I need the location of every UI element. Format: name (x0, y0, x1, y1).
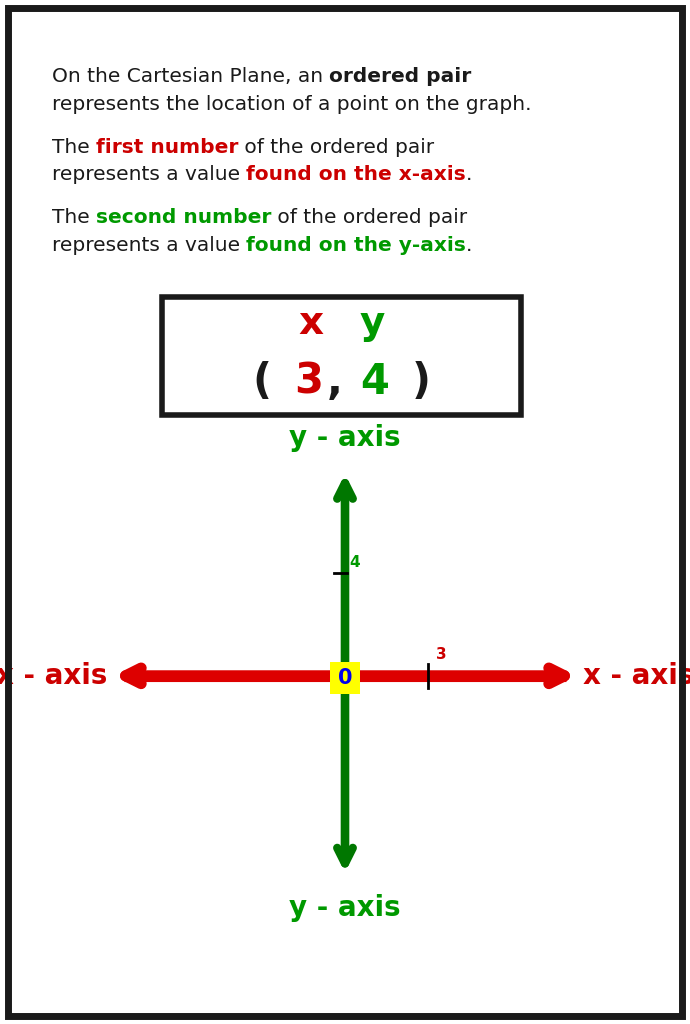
Text: x - axis: x - axis (582, 662, 690, 690)
Text: On the Cartesian Plane, an: On the Cartesian Plane, an (52, 67, 329, 86)
Text: of the ordered pair: of the ordered pair (271, 208, 467, 227)
Text: represents a value: represents a value (52, 236, 246, 255)
Text: x - axis: x - axis (0, 662, 108, 690)
Text: first number: first number (96, 137, 238, 157)
Text: (: ( (253, 360, 272, 402)
Text: 3: 3 (294, 360, 323, 402)
Text: 4: 4 (349, 555, 359, 570)
Text: y - axis: y - axis (289, 894, 401, 923)
Text: 3: 3 (436, 646, 446, 662)
Bar (162, 297, 521, 415)
Text: The: The (52, 208, 96, 227)
Text: represents a value: represents a value (52, 165, 246, 184)
Text: of the ordered pair: of the ordered pair (238, 137, 435, 157)
Text: x: x (298, 304, 323, 342)
Text: 0: 0 (337, 668, 353, 688)
Text: ,: , (326, 360, 343, 402)
Text: represents the location of a point on the graph.: represents the location of a point on th… (52, 94, 531, 114)
Bar (330, 662, 360, 694)
Text: ): ) (411, 360, 431, 402)
Text: y - axis: y - axis (289, 424, 401, 453)
Text: The: The (52, 137, 96, 157)
Text: y: y (360, 304, 385, 342)
Text: found on the x-axis: found on the x-axis (246, 165, 466, 184)
Text: 4: 4 (360, 360, 389, 402)
Text: .: . (466, 165, 473, 184)
Text: ordered pair: ordered pair (329, 67, 471, 86)
Text: .: . (466, 236, 473, 255)
Text: found on the y-axis: found on the y-axis (246, 236, 466, 255)
Text: second number: second number (96, 208, 271, 227)
